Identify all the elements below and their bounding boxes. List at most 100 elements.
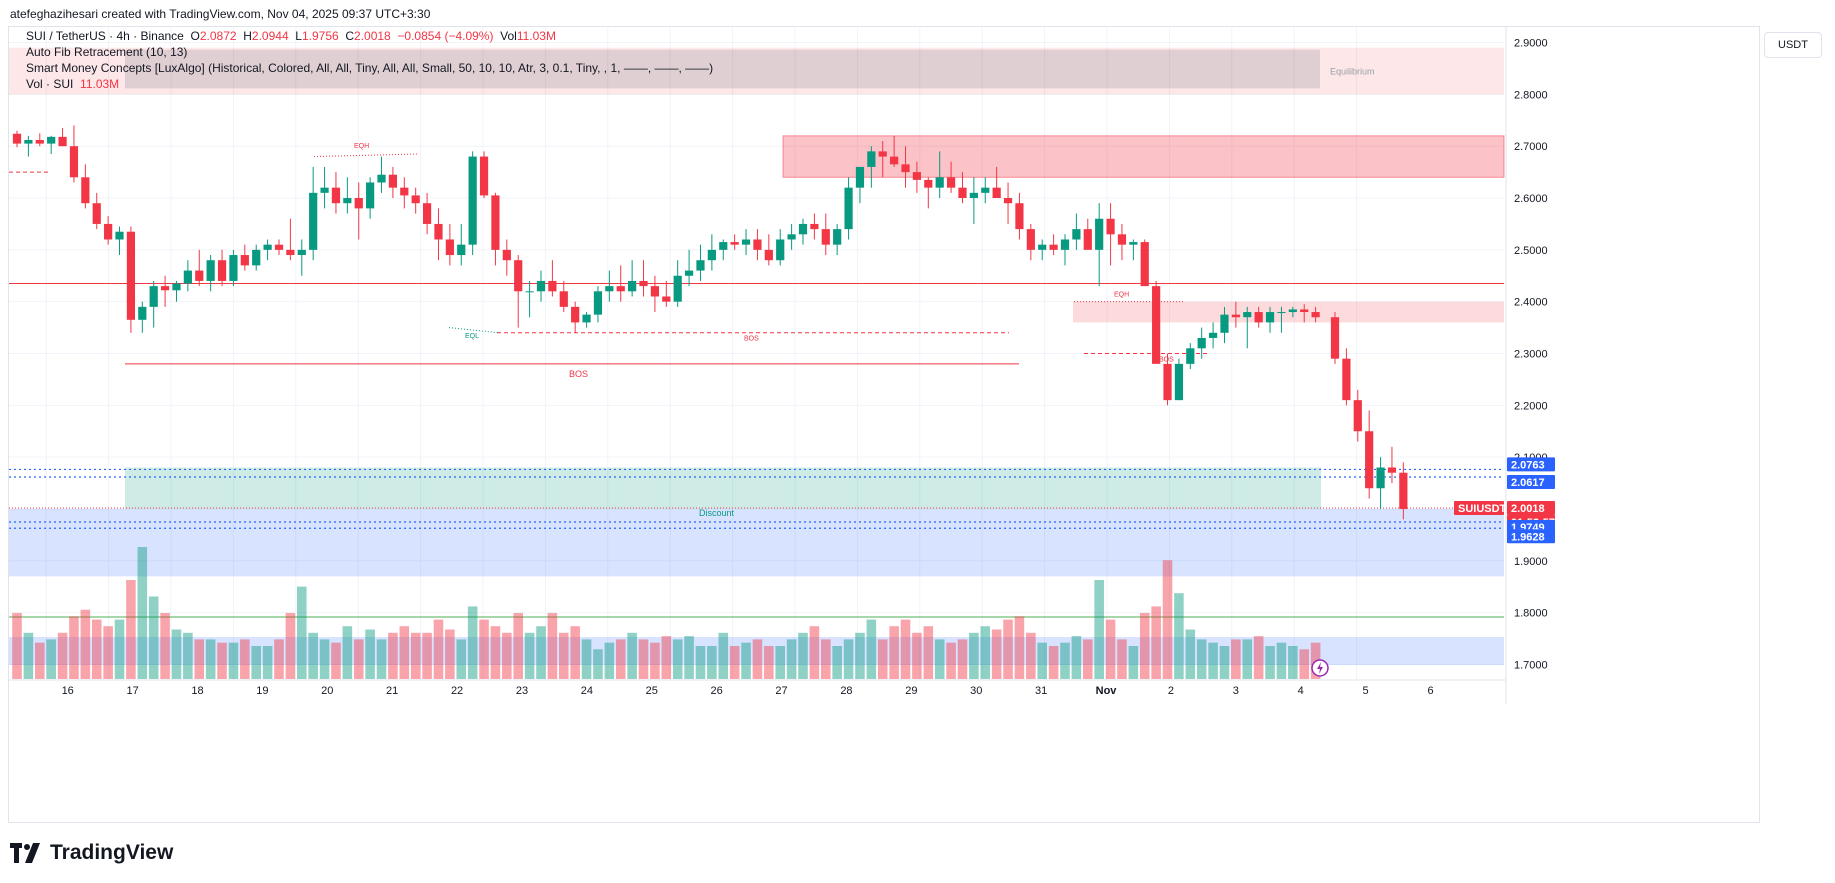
volume-bar xyxy=(855,632,865,679)
volume-bar xyxy=(1014,616,1025,679)
structure-label-eqh: EQH xyxy=(1114,291,1129,298)
price-label-box xyxy=(1507,501,1555,516)
volume-bar xyxy=(718,632,729,679)
candle-body xyxy=(696,260,705,271)
candle-body xyxy=(593,291,603,315)
candle-body xyxy=(1399,472,1408,509)
volume-bar xyxy=(1162,560,1173,679)
candle-body xyxy=(536,280,546,292)
candle-body xyxy=(605,286,614,292)
volume-bar xyxy=(1151,606,1161,679)
candle-body xyxy=(878,151,887,157)
candle-body xyxy=(115,231,124,240)
candle-body xyxy=(206,260,215,281)
time-tick-label: 18 xyxy=(191,685,203,697)
volume-bar xyxy=(1082,639,1093,679)
volume-bar xyxy=(558,632,569,679)
indicator-volume[interactable]: Vol · SUI 11.03M xyxy=(26,77,120,91)
volume-bar xyxy=(57,632,68,679)
tradingview-brand: TradingView xyxy=(10,841,173,865)
volume-series xyxy=(12,547,1321,679)
indicator-fib[interactable]: Auto Fib Retracement (10, 13) xyxy=(26,45,188,59)
price-label-box xyxy=(1507,457,1555,472)
eqh-line xyxy=(313,153,420,158)
volume-bar xyxy=(467,606,478,679)
candle-body xyxy=(126,231,136,320)
demand-zone xyxy=(125,467,1321,509)
volume-bar xyxy=(524,632,535,679)
price-tick-label: 2.2000 xyxy=(1514,400,1548,412)
candle-body xyxy=(673,275,682,302)
candle-body xyxy=(1208,332,1218,338)
volume-bar xyxy=(240,639,250,679)
resistance-order-block xyxy=(1073,301,1504,323)
candle-body xyxy=(684,270,694,276)
candle-body xyxy=(571,306,580,323)
candle-body xyxy=(35,139,44,144)
candle-body xyxy=(855,166,865,188)
candle-body xyxy=(867,151,876,167)
candle-body xyxy=(502,249,511,261)
price-tick-label: 2.4000 xyxy=(1514,297,1548,309)
volume-bar xyxy=(1288,646,1298,679)
chart-frame[interactable]: Equilibrium Discount EQH EQL BOS BOS EQH BOS 2.9… xyxy=(8,26,1760,823)
candle-body xyxy=(24,139,33,144)
grid xyxy=(9,27,1504,680)
candle-body xyxy=(1220,314,1229,333)
candle-body xyxy=(514,260,523,292)
volume-bar xyxy=(433,619,444,679)
candle-body xyxy=(1300,309,1309,313)
volume-bar xyxy=(946,642,956,679)
open-value: 2.0872 xyxy=(199,29,237,43)
time-tick-label: 21 xyxy=(386,685,398,697)
candle-body xyxy=(377,174,386,183)
symbol-legend[interactable]: SUI / TetherUS · 4h · Binance O2.0872 H2… xyxy=(26,29,556,43)
volume-bar xyxy=(399,626,410,679)
candle-body xyxy=(662,296,671,302)
candle-body xyxy=(890,156,899,165)
time-tick-label: 16 xyxy=(62,685,74,697)
candle-body xyxy=(821,229,830,245)
candle-body xyxy=(468,156,477,245)
volume-bar xyxy=(593,649,603,679)
candle-body xyxy=(457,244,466,256)
candle-body xyxy=(92,203,101,224)
volume-bar xyxy=(889,626,899,679)
candle-body xyxy=(924,179,933,188)
candle-body xyxy=(810,223,819,230)
currency-button[interactable]: USDT xyxy=(1764,32,1822,58)
candle-body xyxy=(58,136,67,147)
time-tick-label: 4 xyxy=(1298,685,1304,697)
volume-bar xyxy=(1105,619,1116,679)
structure-label-eqh: EQH xyxy=(354,143,369,150)
volume-bar xyxy=(1037,642,1048,679)
volume-bar xyxy=(183,632,193,679)
candle-body xyxy=(707,249,716,261)
volume-bar xyxy=(445,629,455,679)
time-tick-label: 24 xyxy=(581,685,593,697)
volume-bar xyxy=(1071,636,1082,679)
volume-bar xyxy=(91,619,102,679)
volume-bar xyxy=(1299,649,1310,679)
change-value: −0.0854 (−4.09%) xyxy=(397,29,494,43)
candle-body xyxy=(422,203,432,224)
volume-bar xyxy=(672,639,683,679)
volume-bar xyxy=(456,639,467,679)
time-tick-label: 19 xyxy=(256,685,268,697)
candle-body xyxy=(730,242,739,245)
volume-bar xyxy=(1242,639,1253,679)
volume-bar xyxy=(319,639,330,679)
volume-bar xyxy=(410,632,421,679)
candle-series xyxy=(12,125,1408,520)
volume-bar xyxy=(1265,646,1275,679)
volume-bar xyxy=(296,586,307,679)
price-chart[interactable]: Equilibrium Discount EQH EQL BOS BOS EQH BOS 2.9… xyxy=(9,27,1761,824)
volume-bar xyxy=(69,616,79,679)
candle-body xyxy=(1083,229,1092,250)
volume-bar xyxy=(752,639,763,679)
symbol-name[interactable]: SUI / TetherUS · 4h · Binance xyxy=(26,29,184,43)
indicator-smc[interactable]: Smart Money Concepts [LuxAlgo] (Historic… xyxy=(26,61,714,75)
low-value: 1.9756 xyxy=(301,29,339,43)
candle-body xyxy=(366,182,375,209)
candle-body xyxy=(1038,244,1047,250)
